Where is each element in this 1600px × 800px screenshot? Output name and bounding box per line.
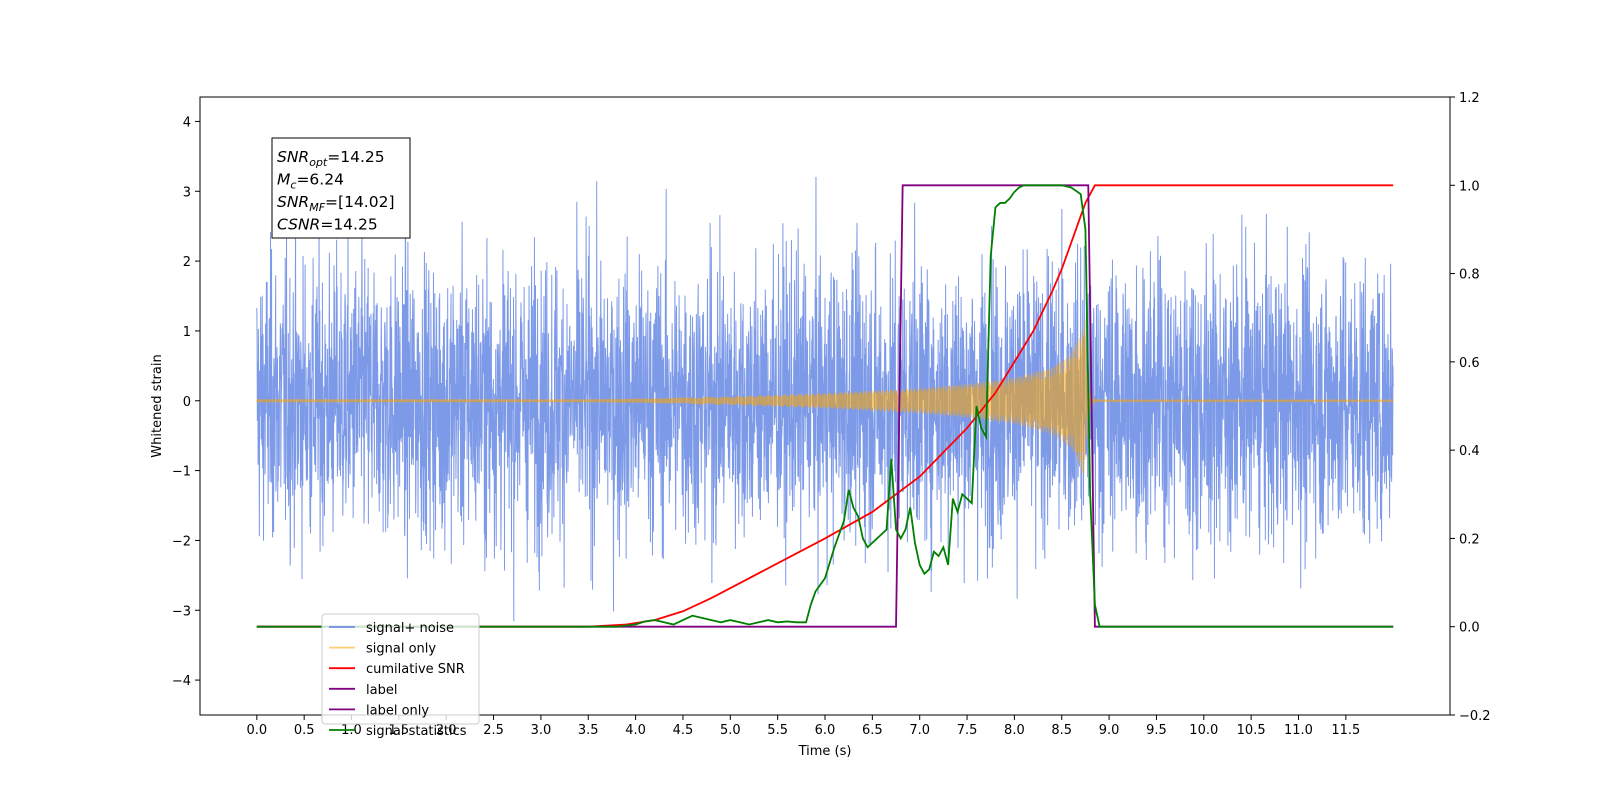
x-tick-label: 7.5 (957, 723, 978, 738)
info-line: Mc=6.24 (277, 171, 344, 192)
x-tick-label: 0.0 (246, 723, 267, 738)
x-tick-label: 5.5 (767, 723, 788, 738)
y-axis-left: −4 −3 −2 −1 0 1 2 3 4 (172, 115, 200, 689)
y-tick-label: −3 (172, 604, 191, 619)
y2-tick-label: 0.0 (1459, 621, 1480, 636)
x-tick-label: 11.0 (1284, 723, 1313, 738)
x-tick-label: 7.0 (909, 723, 930, 738)
y-tick-label: −4 (172, 674, 191, 689)
plot-area (256, 176, 1394, 628)
y2-tick-label: 0.8 (1459, 268, 1480, 283)
series-signal-noise (256, 176, 1394, 622)
x-tick-label: 10.5 (1237, 723, 1266, 738)
x-tick-label: 4.0 (625, 723, 646, 738)
y-axis-right: −0.2 0.0 0.2 0.4 0.6 0.8 1.0 1.2 (1450, 91, 1491, 724)
y2-tick-label: 0.4 (1459, 444, 1480, 459)
x-tick-label: 10.0 (1189, 723, 1218, 738)
series-signal-only (256, 320, 1394, 475)
legend-frame (321, 613, 480, 725)
y-tick-label: −1 (172, 465, 191, 480)
x-tick-label: 2.5 (483, 723, 504, 738)
x-tick-label: 3.5 (578, 723, 599, 738)
legend-label: cumilative SNR (366, 662, 465, 677)
y2-tick-label: −0.2 (1459, 709, 1491, 724)
x-tick-label: 1.5 (389, 723, 410, 738)
legend-label: label (366, 683, 397, 698)
info-line: SNRMF=[14.02] (277, 193, 395, 214)
y2-tick-label: 0.6 (1459, 356, 1480, 371)
legend: signal+ noise signal only cumilative SNR la… (321, 613, 480, 739)
info-box-frame (271, 137, 411, 239)
y2-tick-label: 1.2 (1459, 91, 1480, 106)
y-tick-label: −2 (172, 534, 191, 549)
x-tick-label: 6.0 (815, 723, 836, 738)
x-tick-label: 5.0 (720, 723, 741, 738)
y-axis-label: Whitened strain (150, 354, 165, 457)
info-line: CSNR=14.25 (277, 216, 378, 234)
legend-label: signal only (366, 642, 436, 657)
y2-tick-label: 1.0 (1459, 179, 1480, 194)
y2-tick-label: 0.2 (1459, 532, 1480, 547)
x-tick-label: 8.5 (1051, 723, 1072, 738)
x-tick-label: 6.5 (862, 723, 883, 738)
x-tick-label: 8.0 (1004, 723, 1025, 738)
x-tick-label: 9.5 (1146, 723, 1167, 738)
info-line: SNRopt=14.25 (277, 148, 385, 169)
x-tick-label: 0.5 (294, 723, 315, 738)
x-tick-label: 4.5 (673, 723, 694, 738)
x-axis-label: Time (s) (798, 744, 852, 759)
y-tick-label: 4 (183, 115, 191, 130)
legend-label: signal+ noise (366, 621, 454, 636)
series-signal-statistics (256, 184, 1394, 628)
y-tick-label: 2 (183, 255, 191, 270)
x-axis: 0.0 0.5 1.0 1.5 2.0 2.5 3.0 3.5 4.0 4.5 5.0 5.5 6.0 6… (246, 715, 1360, 738)
y-tick-label: 0 (183, 395, 191, 410)
y-tick-label: 3 (183, 185, 191, 200)
legend-label: label only (366, 703, 429, 718)
legend-label: signal statistics (366, 724, 467, 739)
x-tick-label: 9.0 (1099, 723, 1120, 738)
y-tick-label: 1 (183, 325, 191, 340)
x-tick-label: 11.5 (1331, 723, 1360, 738)
x-tick-label: 2.0 (436, 723, 457, 738)
x-tick-label: 3.0 (531, 723, 552, 738)
series-layer (256, 176, 1394, 628)
